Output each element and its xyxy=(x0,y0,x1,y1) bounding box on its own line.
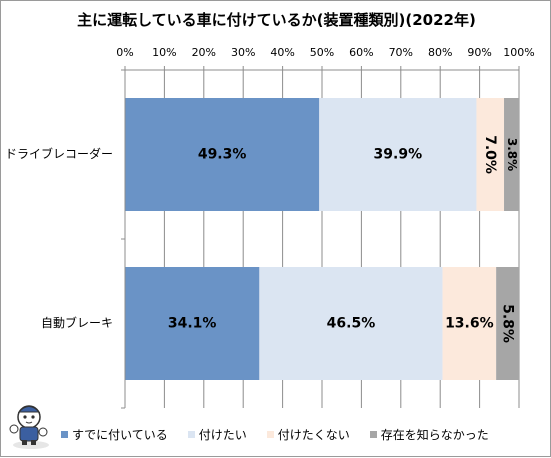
bar-segment xyxy=(476,98,505,211)
data-label: 13.6% xyxy=(445,316,494,332)
data-label: 7.0% xyxy=(482,135,498,174)
x-tick-label: 50% xyxy=(310,46,334,59)
x-tick-label: 30% xyxy=(231,46,255,59)
category-label: 自動ブレーキ xyxy=(41,315,113,330)
x-tick-label: 80% xyxy=(428,46,452,59)
legend-label: 付けたい xyxy=(198,427,247,442)
data-label: 49.3% xyxy=(198,147,247,163)
legend-item: 付けたい xyxy=(187,426,247,443)
data-label: 34.1% xyxy=(168,316,217,332)
data-label: 39.9% xyxy=(374,147,423,163)
data-label: 3.8% xyxy=(505,138,519,171)
legend-item: 付けたくない xyxy=(266,426,350,443)
legend-swatch xyxy=(61,430,68,438)
bar-segment xyxy=(496,267,519,380)
bar-segment xyxy=(125,267,260,380)
x-tick-label: 0% xyxy=(116,46,133,59)
bar-segment xyxy=(504,98,519,211)
x-tick-label: 70% xyxy=(389,46,413,59)
mascot-illustration xyxy=(9,405,49,449)
bar-segment xyxy=(319,98,477,211)
legend-swatch xyxy=(369,430,377,438)
legend: すでに付いている 付けたい 付けたくない 存在を知らなかった xyxy=(61,425,489,443)
legend-label: すでに付いている xyxy=(72,427,168,442)
x-tick-label: 40% xyxy=(270,46,294,59)
x-tick-label: 10% xyxy=(152,46,176,59)
data-labels: 49.3% 39.9% 7.0% 3.8% 34.1% 46.5% 13.6% 5.8% xyxy=(168,135,519,343)
x-tick-label: 60% xyxy=(349,46,373,59)
bar-segment xyxy=(442,267,497,380)
axes: 0% 10% 20% 30% 40% 50% 60% 70% 80% 90% 100% ドライブレコー… xyxy=(5,46,535,409)
bars xyxy=(125,98,519,380)
x-tick-label: 20% xyxy=(192,46,216,59)
legend-swatch xyxy=(266,430,274,438)
x-tick-label: 90% xyxy=(467,46,491,59)
data-label: 5.8% xyxy=(500,304,516,343)
legend-item: 存在を知らなかった xyxy=(369,426,489,443)
x-tick-label: 100% xyxy=(503,46,534,59)
category-label: ドライブレコーダー xyxy=(5,146,113,161)
bar-segment xyxy=(259,267,443,380)
legend-label: 付けたくない xyxy=(277,427,350,442)
legend-label: 存在を知らなかった xyxy=(380,427,489,442)
legend-item: すでに付いている xyxy=(61,426,168,443)
legend-swatch xyxy=(187,430,195,438)
data-label: 46.5% xyxy=(327,316,376,332)
chart-title: 主に運転している車に付けているか(装置種類別)(2022年) xyxy=(77,11,476,29)
bar-segment xyxy=(125,98,320,211)
